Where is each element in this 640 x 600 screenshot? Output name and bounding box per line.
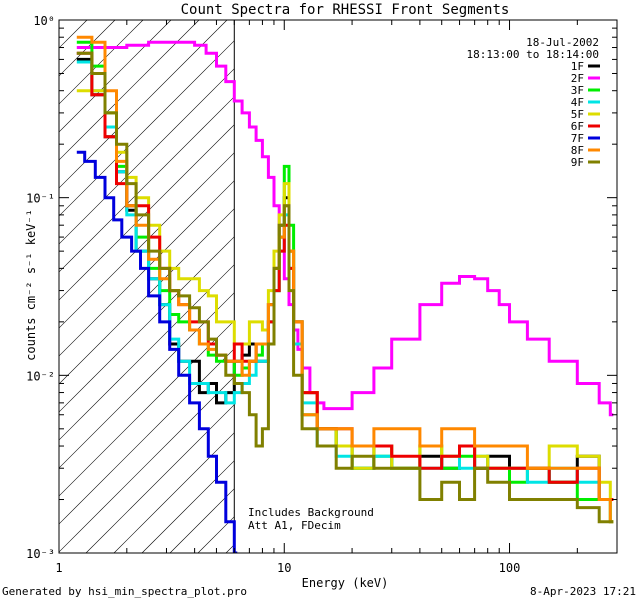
legend-label-6f: 6F (571, 120, 584, 133)
x-tick-label: 10 (277, 561, 291, 575)
hatch-line (59, 68, 235, 245)
hatch-line (59, 208, 235, 385)
hatch-line (113, 432, 235, 553)
footer-timestamp: 8-Apr-2023 17:21 (530, 585, 636, 598)
hatch-line (59, 96, 235, 273)
series-line-8f (76, 35, 614, 524)
footer-generated: Generated by hsi_min_spectra_plot.pro (2, 585, 247, 598)
legend-label-8f: 8F (571, 144, 584, 157)
x-tick-label: 1 (55, 561, 62, 575)
hatch-line (59, 292, 235, 469)
series-line-7f (76, 150, 238, 553)
date-label: 18-Jul-2002 (526, 36, 599, 49)
hatch-line (59, 124, 235, 301)
hatch-region (59, 20, 235, 553)
hatch-line (85, 404, 235, 553)
hatch-line (59, 348, 235, 525)
y-axis-label: counts cm⁻² s⁻¹ keV⁻¹ (24, 209, 38, 361)
hatch-line (141, 460, 235, 553)
hatch-line (59, 320, 235, 497)
legend-label-4f: 4F (571, 96, 584, 109)
hatch-line (59, 20, 228, 189)
annotation-line-1: Includes Background (248, 506, 374, 519)
y-tick-label: 10⁰ (33, 14, 55, 28)
time-range-label: 18:13:00 to 18:14:00 (467, 48, 599, 61)
legend-label-9f: 9F (571, 156, 584, 169)
hatch-line (59, 40, 235, 217)
y-tick-label: 10⁻¹ (26, 192, 55, 206)
legend-label-1f: 1F (571, 60, 584, 73)
hatch-line (59, 20, 88, 49)
hatch-line (59, 376, 235, 553)
hatch-line (59, 20, 172, 133)
hatch-line (59, 180, 235, 357)
hatch-line (59, 20, 144, 105)
series-line-3f (76, 40, 614, 524)
series-line-2f (76, 40, 614, 417)
legend-label-2f: 2F (571, 72, 584, 85)
y-tick-label: 10⁻² (26, 369, 55, 383)
series-line-6f (76, 51, 614, 501)
legend-label-7f: 7F (571, 132, 584, 145)
legend-label-3f: 3F (571, 84, 584, 97)
series-line-4f (76, 60, 614, 501)
legend-label-5f: 5F (571, 108, 584, 121)
y-tick-label: 10⁻³ (26, 547, 55, 561)
annotation-line-2: Att A1, FDecim (248, 519, 341, 532)
hatch-line (59, 20, 200, 161)
hatch-line (59, 264, 235, 441)
hatch-line (59, 152, 235, 329)
x-tick-label: 100 (499, 561, 521, 575)
series-line-9f (76, 51, 614, 524)
hatch-line (59, 20, 116, 77)
chart-title: Count Spectra for RHESSI Front Segments (181, 2, 510, 18)
hatch-line (59, 236, 235, 413)
plot-frame (58, 19, 618, 554)
x-axis-label: Energy (keV) (302, 576, 389, 590)
